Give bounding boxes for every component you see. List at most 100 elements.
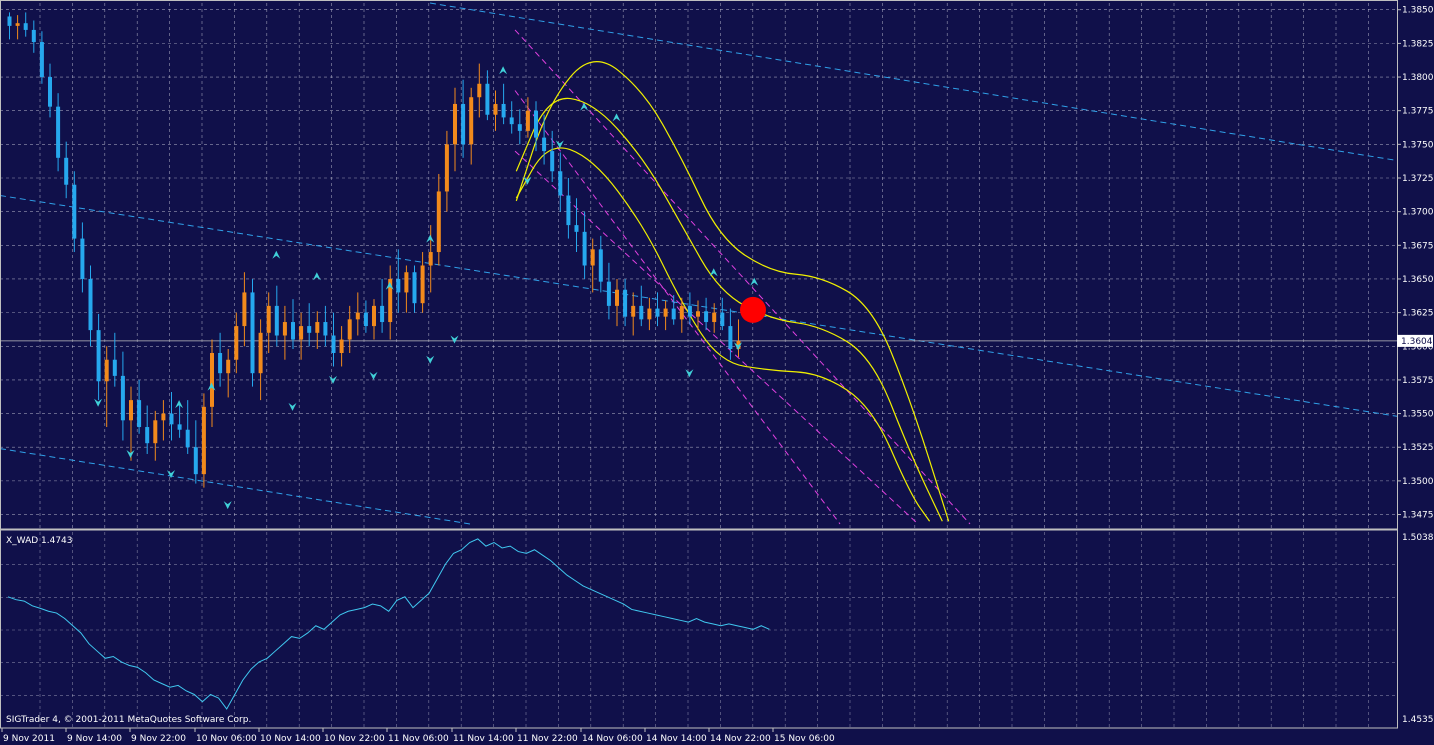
candle bbox=[363, 300, 368, 333]
arrow-up-icon bbox=[499, 66, 508, 75]
candle-body bbox=[363, 312, 368, 327]
candle bbox=[112, 332, 117, 387]
candle bbox=[728, 308, 733, 360]
candle bbox=[153, 410, 158, 461]
indicator-label: X_WAD 1.4743 bbox=[6, 536, 73, 546]
candle bbox=[177, 402, 182, 438]
x-tick-label: 10 Nov 14:00 bbox=[260, 734, 321, 744]
y-tick-label: 1.3850 bbox=[1402, 6, 1434, 16]
candle bbox=[436, 173, 441, 266]
candle bbox=[720, 297, 725, 331]
y-tick-label: 1.3700 bbox=[1402, 208, 1434, 218]
candle-body bbox=[574, 225, 579, 232]
candle bbox=[129, 386, 133, 461]
candle-body bbox=[380, 305, 385, 323]
main-frame bbox=[0, 0, 1398, 530]
candle bbox=[485, 70, 490, 121]
arrow-down-icon bbox=[523, 176, 532, 185]
y-tick-label: 1.3625 bbox=[1402, 309, 1434, 319]
candle bbox=[639, 285, 644, 327]
candle bbox=[291, 299, 295, 349]
candle-body bbox=[469, 97, 474, 145]
y-tick-label: 1.3675 bbox=[1402, 241, 1434, 251]
candle-body bbox=[728, 326, 733, 349]
candle bbox=[558, 152, 563, 212]
candle bbox=[542, 114, 547, 165]
y-tick-label: 1.3650 bbox=[1402, 275, 1434, 285]
candle bbox=[655, 292, 660, 327]
channel-line bbox=[514, 90, 841, 525]
candle bbox=[15, 15, 20, 40]
candle bbox=[299, 312, 304, 360]
candle bbox=[104, 346, 109, 428]
arrow-up-icon bbox=[207, 382, 216, 391]
arrow-up-icon bbox=[272, 250, 281, 259]
trendlines bbox=[0, 2, 1398, 525]
middle-band bbox=[515, 97, 943, 522]
candle bbox=[145, 405, 150, 454]
candle bbox=[315, 311, 320, 349]
candle bbox=[534, 101, 538, 152]
candle bbox=[234, 312, 239, 374]
candle-body bbox=[161, 413, 166, 421]
current-price-box bbox=[1397, 334, 1433, 347]
candle-body bbox=[436, 191, 441, 253]
y-tick-label: 1.3525 bbox=[1402, 443, 1434, 453]
arrow-down-icon bbox=[426, 355, 435, 364]
y-tick-label: 1.3800 bbox=[1402, 73, 1434, 83]
lower-band bbox=[515, 147, 931, 522]
y-tick-label: 1.3575 bbox=[1402, 376, 1434, 386]
arrow-down-icon bbox=[555, 140, 564, 149]
candle bbox=[380, 278, 385, 333]
candle-body bbox=[120, 375, 125, 421]
y-tick-label: 1.3500 bbox=[1402, 477, 1434, 487]
channel-line bbox=[514, 29, 971, 525]
x-tick-label: 14 Nov 22:00 bbox=[710, 734, 771, 744]
candle bbox=[582, 211, 587, 279]
candle-body bbox=[631, 305, 636, 317]
grid bbox=[0, 3, 1397, 728]
candle bbox=[590, 238, 595, 293]
candle-body bbox=[639, 305, 644, 320]
candle-body bbox=[250, 292, 255, 374]
candle bbox=[64, 141, 69, 199]
candle-body bbox=[88, 278, 93, 331]
candle-body bbox=[485, 83, 490, 115]
wad-series-line bbox=[7, 538, 770, 710]
candle-body bbox=[396, 278, 401, 293]
price-axis: 1.3850 1.3825 1.3800 1.3775 1.3750 1.3725 1.37… bbox=[1397, 6, 1434, 725]
candle bbox=[169, 392, 174, 441]
candle-body bbox=[461, 103, 466, 145]
candle-body bbox=[7, 16, 12, 26]
candle bbox=[623, 278, 628, 327]
y-tick-label: 1.3600 bbox=[1402, 342, 1434, 352]
arrow-down-icon bbox=[685, 369, 694, 378]
candle bbox=[704, 297, 709, 331]
candle bbox=[242, 272, 247, 347]
candle-body bbox=[315, 322, 320, 333]
arrow-up-icon bbox=[709, 268, 718, 277]
candle bbox=[453, 87, 457, 172]
candle bbox=[687, 292, 692, 325]
candle-body bbox=[598, 249, 603, 282]
candle bbox=[566, 178, 571, 239]
x-tick-label: 14 Nov 14:00 bbox=[646, 734, 707, 744]
candle bbox=[574, 198, 579, 253]
regression-bands bbox=[515, 61, 950, 522]
candle bbox=[606, 262, 611, 320]
arrow-up-icon bbox=[385, 281, 394, 290]
candle-body bbox=[566, 195, 571, 226]
y-tick-label: 1.3750 bbox=[1402, 140, 1434, 150]
candle bbox=[663, 300, 668, 331]
x-tick-label: 14 Nov 06:00 bbox=[582, 734, 643, 744]
candle-body bbox=[404, 272, 409, 293]
candle-body bbox=[655, 308, 660, 317]
candle-body bbox=[444, 144, 449, 192]
y-tick-label: 1.3550 bbox=[1402, 410, 1434, 420]
candle-body bbox=[193, 447, 198, 475]
wad-line bbox=[7, 538, 770, 710]
candle-body bbox=[177, 424, 182, 430]
arrow-down-icon bbox=[329, 375, 337, 384]
upper-band bbox=[515, 61, 950, 522]
